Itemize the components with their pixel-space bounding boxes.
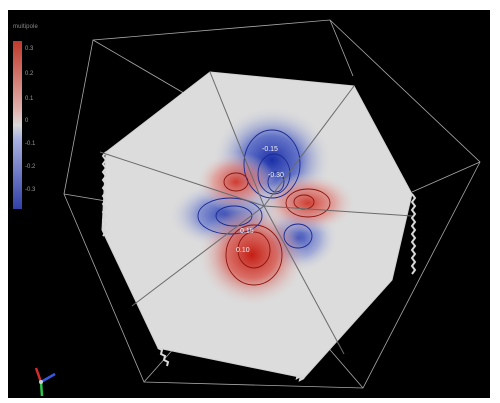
- contour-label: -0.15: [262, 146, 278, 153]
- legend-tick: -0.3: [25, 187, 36, 193]
- legend-tick: 0.1: [25, 96, 34, 102]
- surface-jagged-edge: [101, 151, 417, 382]
- legend-title: multipole: [13, 24, 38, 30]
- sector-dividers: [99, 71, 413, 355]
- 3d-viewport[interactable]: multipole 0.3 0.2 0.1 0 -0.1 -0.2 -0.3 -…: [8, 10, 490, 398]
- legend-tick: 0.2: [25, 71, 34, 77]
- contour-label: 0.15: [240, 228, 254, 235]
- legend-tick: -0.1: [25, 141, 36, 147]
- legend-tick: 0.3: [25, 46, 34, 52]
- contour-label: 0.10: [236, 247, 250, 254]
- multipole-surface-view[interactable]: [8, 10, 490, 398]
- xyz-orientation-triad-icon: [34, 367, 56, 397]
- multipole-lobes: [168, 106, 356, 307]
- legend-tick: 0: [25, 118, 29, 124]
- contour-label: -0.30: [268, 172, 284, 179]
- legend-color-bar: [13, 41, 22, 209]
- contour-lines: [197, 129, 331, 286]
- legend-tick: -0.2: [25, 164, 36, 170]
